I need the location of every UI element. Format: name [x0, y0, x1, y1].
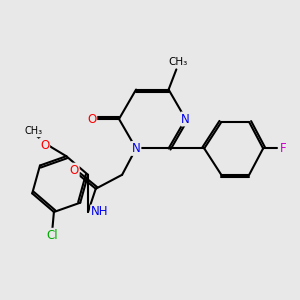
Text: Cl: Cl: [46, 229, 58, 242]
Text: F: F: [280, 142, 286, 155]
Text: N: N: [181, 112, 190, 125]
Text: N: N: [132, 142, 140, 155]
Text: NH: NH: [91, 206, 109, 218]
Text: CH₃: CH₃: [25, 126, 43, 136]
Text: O: O: [40, 139, 49, 152]
Text: CH₃: CH₃: [168, 57, 188, 67]
Text: O: O: [87, 112, 96, 125]
Text: O: O: [69, 164, 79, 177]
